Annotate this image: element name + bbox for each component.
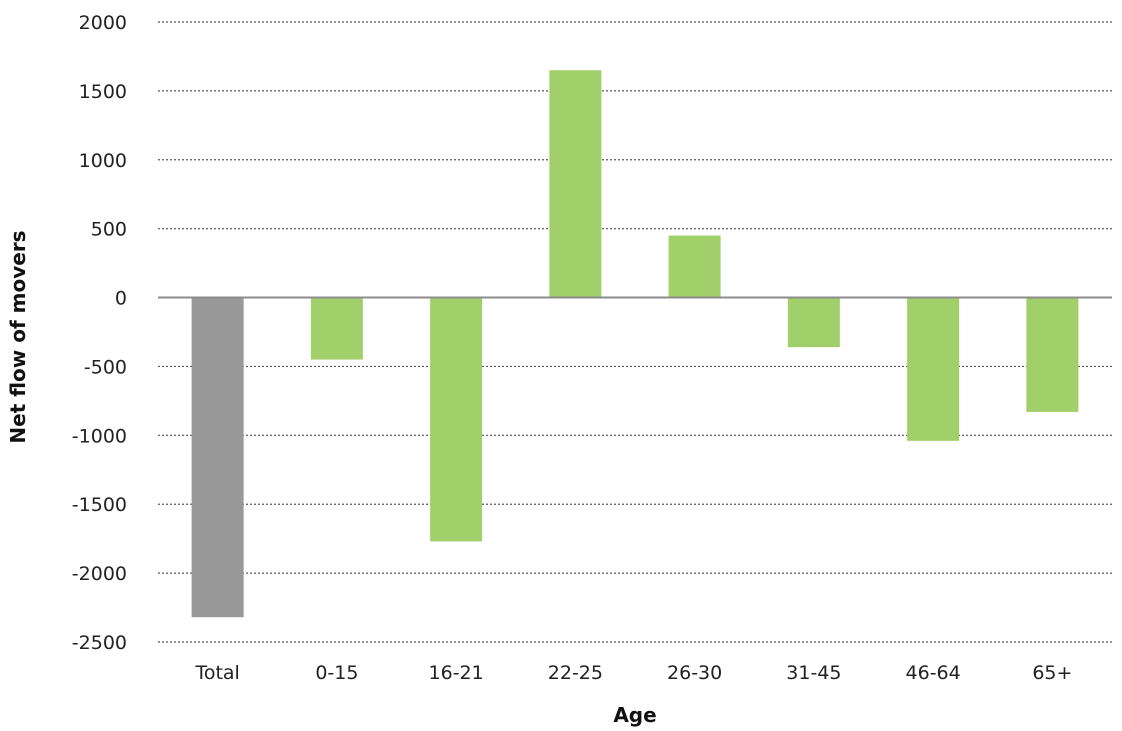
x-tick-label: 65+ <box>1032 662 1072 684</box>
y-axis-ticks: 2000 1500 1000 500 0 -500 -1000 -1500 -2000 -2500 <box>72 12 127 654</box>
x-tick-label: 26-30 <box>667 662 722 684</box>
x-axis-ticks: Total 0-15 16-21 22-25 26-30 31-45 46-64 65+ <box>194 662 1072 684</box>
bar-65plus <box>1026 298 1078 412</box>
y-tick-label: -2500 <box>72 632 127 654</box>
x-tick-label: 0-15 <box>315 662 358 684</box>
x-tick-label: 22-25 <box>548 662 603 684</box>
y-tick-label: 0 <box>115 288 127 310</box>
x-tick-label: 31-45 <box>786 662 841 684</box>
y-tick-label: -500 <box>84 356 127 378</box>
y-tick-label: 1000 <box>79 150 127 172</box>
y-tick-label: 1500 <box>79 81 127 103</box>
x-tick-label: Total <box>194 662 239 684</box>
bars <box>192 70 1079 617</box>
bar-31-45 <box>788 298 840 348</box>
bar-16-21 <box>430 298 482 542</box>
y-axis-title: Net flow of movers <box>6 230 30 443</box>
y-tick-label: -1500 <box>72 494 127 516</box>
gridlines <box>158 22 1112 642</box>
x-axis-title: Age <box>613 703 656 727</box>
y-tick-label: -2000 <box>72 563 127 585</box>
bar-0-15 <box>311 298 363 360</box>
bar-total <box>192 298 244 618</box>
bar-22-25 <box>549 70 601 297</box>
x-tick-label: 16-21 <box>429 662 484 684</box>
bar-46-64 <box>907 298 959 441</box>
y-tick-label: 500 <box>91 219 127 241</box>
y-tick-label: 2000 <box>79 12 127 34</box>
bar-26-30 <box>669 236 721 298</box>
y-tick-label: -1000 <box>72 425 127 447</box>
x-tick-label: 46-64 <box>906 662 961 684</box>
